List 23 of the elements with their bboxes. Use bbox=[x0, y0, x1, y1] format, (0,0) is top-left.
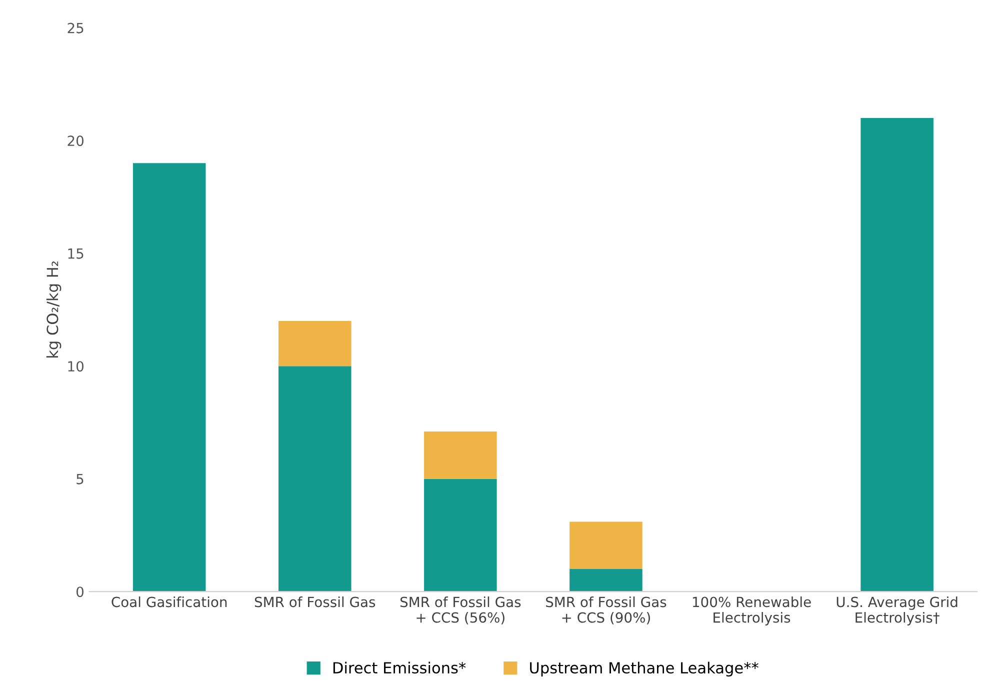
y-tick-label: 0 bbox=[76, 586, 84, 598]
x-tick-label: 100% Renewable Electrolysis bbox=[692, 596, 811, 626]
x-tick-label: SMR of Fossil Gas + CCS (56%) bbox=[400, 596, 521, 624]
y-tick-label: 15 bbox=[68, 248, 84, 259]
bar bbox=[132, 163, 206, 592]
y-tick-label: 25 bbox=[68, 22, 84, 34]
bar bbox=[860, 118, 934, 592]
x-tick-label: SMR of Fossil Gas bbox=[254, 596, 376, 608]
bar bbox=[278, 320, 352, 366]
bar bbox=[424, 431, 497, 479]
y-tick-label: 5 bbox=[76, 474, 84, 484]
x-tick-label: Coal Gasification bbox=[112, 596, 227, 608]
bar bbox=[278, 366, 352, 592]
bar bbox=[570, 569, 642, 592]
y-axis-title: kg CO₂/kg H₂ bbox=[46, 261, 62, 358]
x-tick-label: SMR of Fossil Gas + CCS (90%) bbox=[546, 596, 666, 624]
bar bbox=[424, 478, 497, 592]
y-tick-label: 20 bbox=[68, 136, 84, 146]
y-tick-label: 10 bbox=[68, 361, 84, 372]
legend-label: Upstream Methane Leakage** bbox=[530, 662, 758, 677]
bar bbox=[570, 522, 642, 570]
legend-label: Direct Emissions* bbox=[333, 662, 466, 674]
x-tick-label: U.S. Average Grid Electrolysis† bbox=[836, 596, 958, 626]
